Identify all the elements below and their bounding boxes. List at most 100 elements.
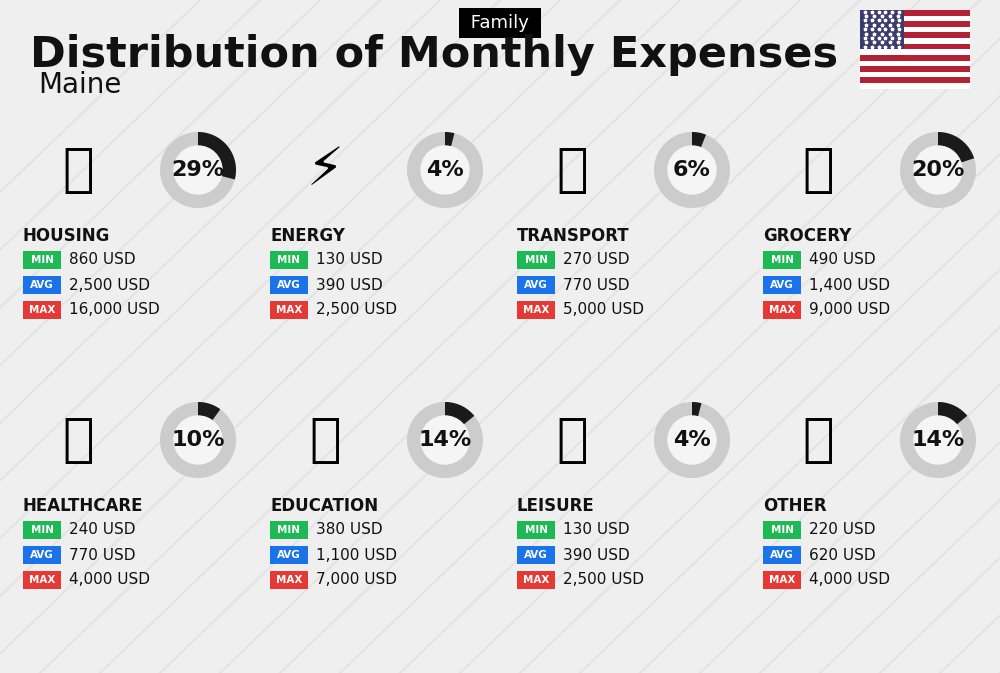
Bar [23, 301, 61, 319]
Text: AVG: AVG [277, 550, 301, 560]
Bar [763, 301, 801, 319]
Bar [860, 44, 970, 49]
Bar [517, 571, 555, 589]
Text: 1,100 USD: 1,100 USD [316, 548, 397, 563]
Bar [23, 276, 61, 294]
Text: 6%: 6% [673, 160, 711, 180]
Bar [860, 15, 970, 22]
Circle shape [174, 146, 222, 194]
Text: 4,000 USD: 4,000 USD [69, 573, 150, 588]
Text: AVG: AVG [770, 550, 794, 560]
Bar [270, 276, 308, 294]
Text: AVG: AVG [277, 280, 301, 290]
Bar [860, 61, 970, 66]
Text: AVG: AVG [770, 280, 794, 290]
Text: 4,000 USD: 4,000 USD [809, 573, 890, 588]
Circle shape [914, 146, 962, 194]
Circle shape [421, 146, 469, 194]
Text: 10%: 10% [171, 430, 225, 450]
Text: HOUSING: HOUSING [23, 227, 110, 245]
Bar [517, 276, 555, 294]
Text: 240 USD: 240 USD [69, 522, 136, 538]
Text: OTHER: OTHER [763, 497, 827, 515]
Text: MAX: MAX [523, 305, 549, 315]
Bar [517, 546, 555, 564]
Text: MAX: MAX [29, 575, 55, 585]
Polygon shape [692, 132, 706, 147]
Polygon shape [407, 132, 483, 208]
Text: EDUCATION: EDUCATION [270, 497, 378, 515]
Bar [860, 38, 970, 44]
Text: 770 USD: 770 USD [563, 277, 630, 293]
Text: MAX: MAX [769, 305, 795, 315]
Bar [517, 251, 555, 269]
Text: MIN: MIN [770, 525, 794, 535]
Text: 29%: 29% [171, 160, 225, 180]
Bar [763, 546, 801, 564]
Bar [763, 276, 801, 294]
Polygon shape [900, 402, 976, 478]
Text: 14%: 14% [911, 430, 965, 450]
Bar [270, 301, 308, 319]
Text: GROCERY: GROCERY [763, 227, 851, 245]
Text: MIN: MIN [524, 525, 548, 535]
Text: 16,000 USD: 16,000 USD [69, 302, 160, 318]
Text: 14%: 14% [418, 430, 472, 450]
Text: 9,000 USD: 9,000 USD [809, 302, 890, 318]
Text: 2,500 USD: 2,500 USD [69, 277, 150, 293]
Text: 380 USD: 380 USD [316, 522, 383, 538]
Polygon shape [160, 132, 236, 208]
Text: 4%: 4% [426, 160, 464, 180]
Text: LEISURE: LEISURE [517, 497, 595, 515]
Bar [23, 521, 61, 539]
Text: MAX: MAX [276, 575, 302, 585]
Text: 860 USD: 860 USD [69, 252, 136, 267]
Bar [860, 72, 970, 77]
Text: MAX: MAX [29, 305, 55, 315]
Text: 220 USD: 220 USD [809, 522, 876, 538]
Text: AVG: AVG [524, 550, 548, 560]
Bar [23, 251, 61, 269]
Polygon shape [692, 402, 701, 417]
Bar [270, 251, 308, 269]
Bar [860, 66, 970, 72]
Text: HEALTHCARE: HEALTHCARE [23, 497, 144, 515]
Text: 5,000 USD: 5,000 USD [563, 302, 644, 318]
Bar [763, 251, 801, 269]
Text: 390 USD: 390 USD [563, 548, 630, 563]
Polygon shape [445, 132, 454, 147]
Text: 270 USD: 270 USD [563, 252, 630, 267]
Text: MIN: MIN [770, 255, 794, 265]
Polygon shape [900, 132, 976, 208]
Polygon shape [654, 402, 730, 478]
Polygon shape [198, 132, 236, 180]
Text: MAX: MAX [523, 575, 549, 585]
Text: 🏢: 🏢 [62, 144, 94, 196]
Text: MIN: MIN [30, 525, 54, 535]
Polygon shape [654, 132, 730, 208]
Circle shape [914, 416, 962, 464]
Text: 770 USD: 770 USD [69, 548, 136, 563]
Bar [860, 32, 970, 38]
Polygon shape [445, 402, 474, 425]
Bar [860, 10, 904, 49]
Text: MIN: MIN [278, 525, 300, 535]
Bar [860, 83, 970, 89]
Text: 130 USD: 130 USD [316, 252, 383, 267]
Text: 620 USD: 620 USD [809, 548, 876, 563]
Bar [860, 77, 970, 83]
Text: AVG: AVG [524, 280, 548, 290]
Text: 🛒: 🛒 [802, 144, 834, 196]
Bar [270, 521, 308, 539]
Bar [860, 10, 970, 83]
Polygon shape [407, 402, 483, 478]
Text: 🎓: 🎓 [309, 414, 341, 466]
Bar [517, 521, 555, 539]
Circle shape [174, 416, 222, 464]
Text: 2,500 USD: 2,500 USD [316, 302, 397, 318]
Text: AVG: AVG [30, 280, 54, 290]
Bar [860, 49, 970, 55]
Circle shape [668, 416, 716, 464]
Text: Distribution of Monthly Expenses: Distribution of Monthly Expenses [30, 34, 838, 76]
Text: ENERGY: ENERGY [270, 227, 345, 245]
